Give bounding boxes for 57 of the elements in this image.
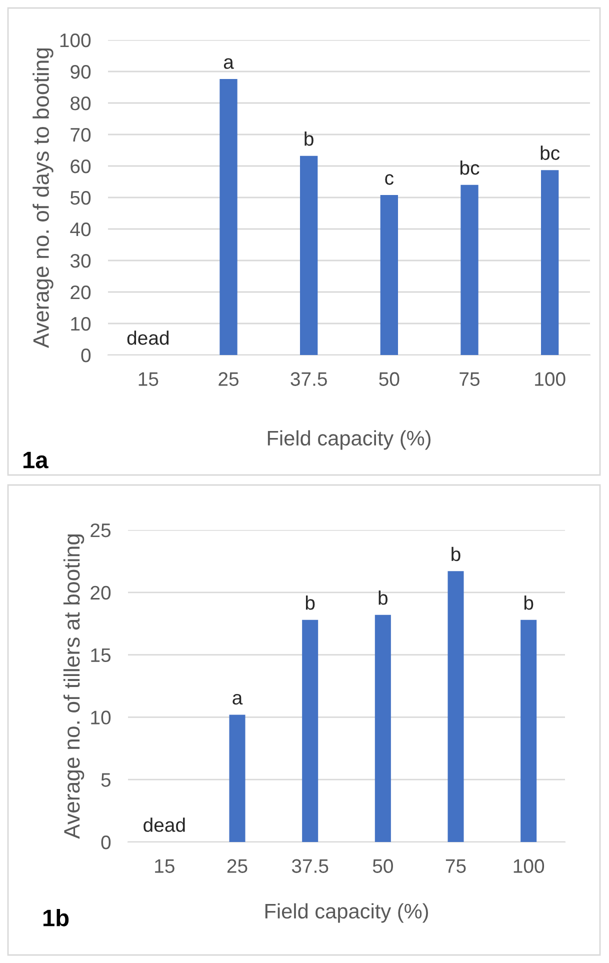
y-tick-label: 15 [91, 648, 111, 662]
annotation: c [385, 174, 394, 185]
x-axis-title: Field capacity (%) [268, 430, 430, 450]
y-tick-label: 20 [70, 285, 91, 300]
x-tick-label: 100 [535, 372, 566, 386]
y-axis-title: Average no. of tillers at booting [63, 534, 84, 839]
x-tick-label: 37.5 [292, 859, 328, 873]
y-tick-label: 30 [70, 254, 91, 268]
bar [229, 714, 246, 842]
annotation: b [306, 595, 315, 610]
y-tick-label: 40 [70, 222, 91, 236]
annotation: a [232, 694, 243, 705]
x-tick-label: 50 [379, 372, 400, 386]
y-tick-label: 60 [70, 159, 91, 174]
y-axis-title: Average no. of days to booting [32, 48, 54, 348]
y-tick-label: 0 [101, 835, 111, 850]
bar [540, 170, 559, 355]
annotation: b [378, 590, 388, 605]
y-tick-label: 80 [70, 96, 91, 110]
annotation: b [524, 595, 534, 610]
annotation: b [304, 131, 314, 146]
y-tick-label: 100 [60, 33, 91, 48]
annotation: dead [144, 818, 185, 832]
x-tick-label: 37.5 [290, 372, 327, 386]
x-tick-label: 75 [446, 859, 466, 873]
annotation: bc [540, 146, 560, 160]
x-tick-label: 15 [155, 859, 174, 873]
y-tick-label: 0 [81, 348, 91, 362]
x-tick-label: 25 [227, 859, 248, 873]
text: 1a [23, 452, 48, 468]
bar [374, 614, 391, 842]
x-tick-label: 75 [460, 372, 480, 386]
y-tick-label: 70 [70, 128, 91, 142]
y-tick-label: 20 [90, 586, 111, 600]
bar [448, 571, 464, 842]
bar [520, 620, 537, 842]
y-tick-label: 10 [71, 316, 91, 331]
y-tick-label: 25 [90, 523, 111, 538]
bar [220, 79, 238, 355]
bar [302, 620, 318, 842]
y-tick-label: 10 [91, 710, 111, 724]
annotation: bc [460, 160, 480, 175]
x-tick-label: 50 [372, 859, 393, 873]
x-axis-title: Field capacity (%) [265, 903, 428, 923]
x-tick-label: 15 [138, 372, 158, 386]
annotation: a [224, 58, 234, 69]
x-tick-label: 25 [218, 372, 238, 386]
bar [380, 194, 398, 355]
bar [300, 156, 318, 355]
y-tick-label: 5 [101, 773, 111, 787]
bar [460, 184, 478, 355]
annotation: b [452, 546, 460, 562]
x-tick-label: 100 [514, 859, 544, 873]
text: 1b [43, 908, 69, 926]
y-tick-label: 50 [70, 190, 91, 205]
y-tick-label: 90 [70, 64, 91, 79]
annotation: dead [127, 330, 169, 345]
